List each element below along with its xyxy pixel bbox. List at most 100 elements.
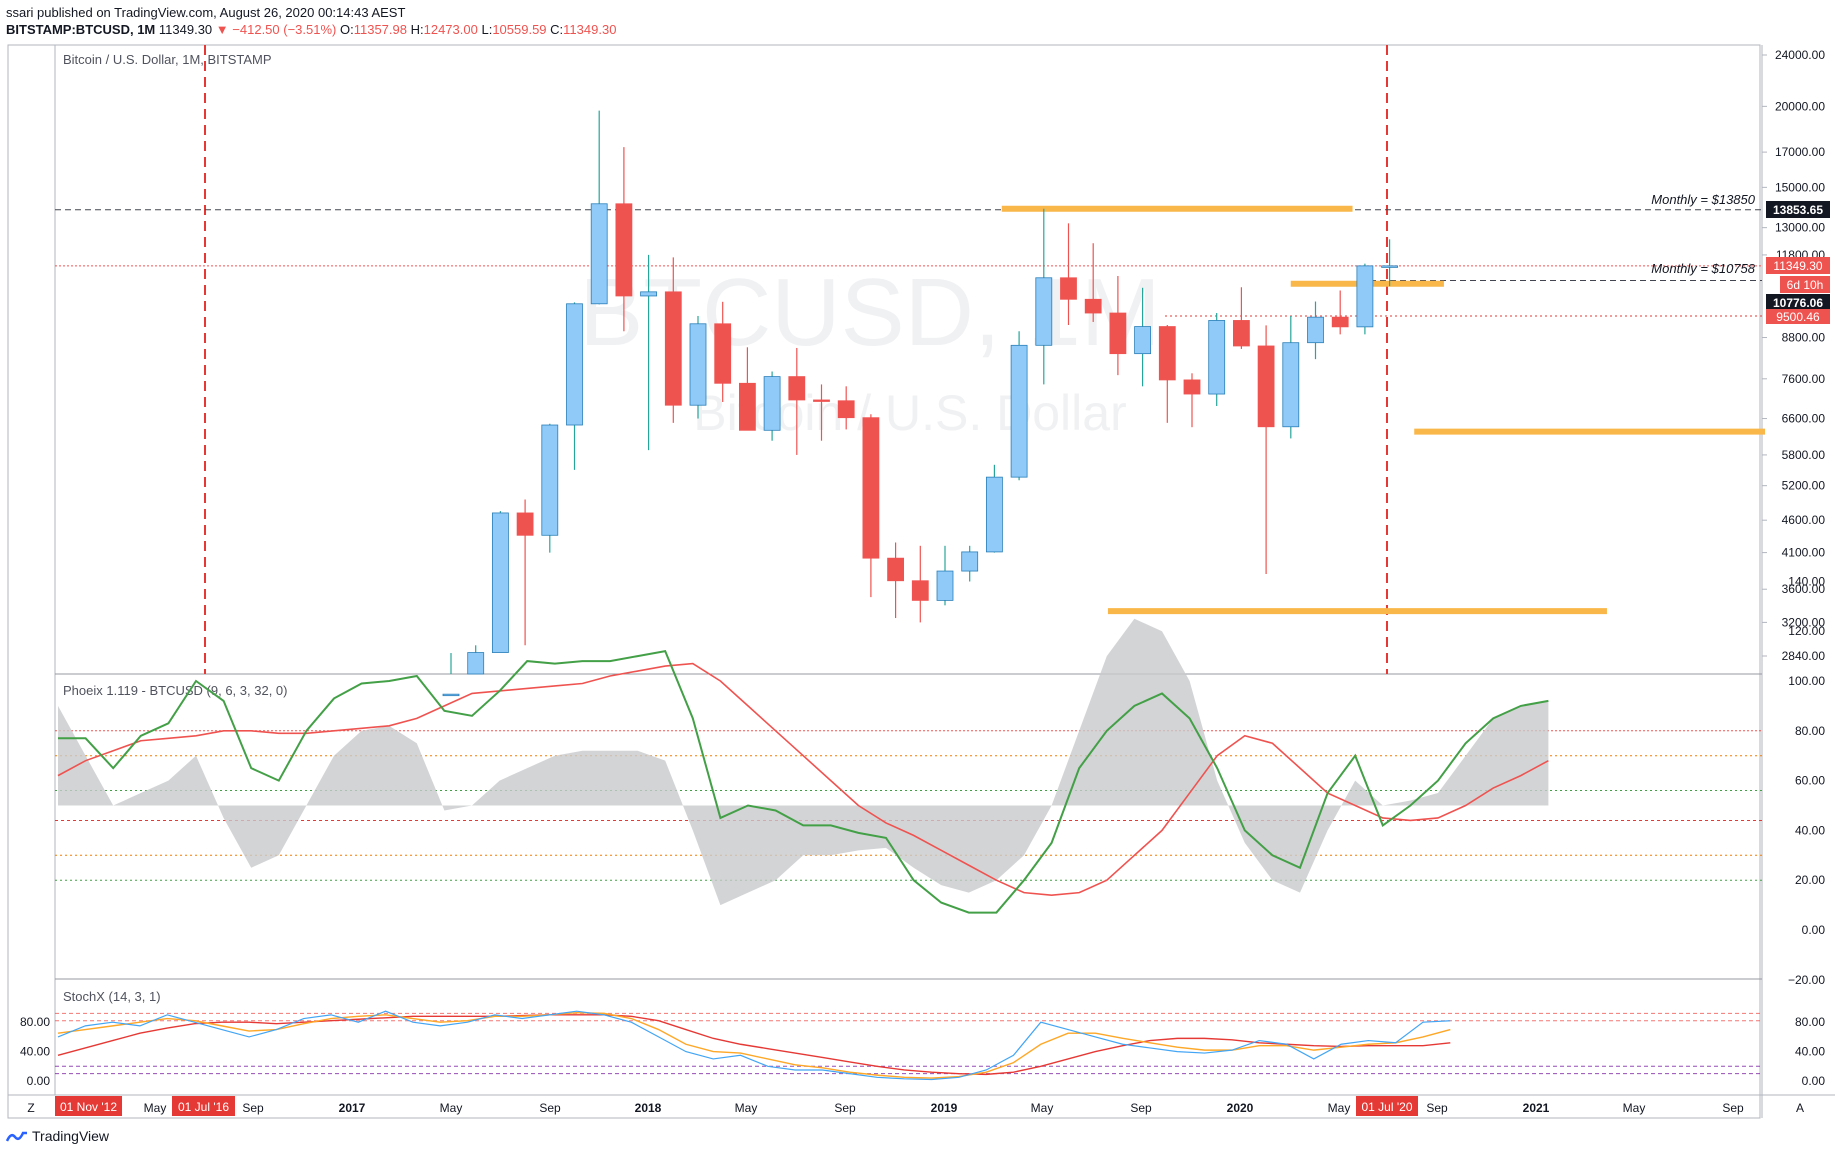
- candles: [442, 110, 1398, 697]
- price-badge-13853: 13853.65: [1773, 203, 1823, 217]
- candle-body: [813, 399, 830, 402]
- phoenix-tick-label: 120.00: [1788, 624, 1825, 638]
- main-pane-title: Bitcoin / U.S. Dollar, 1M, BITSTAMP: [63, 52, 272, 67]
- price-badge-9500-bg: [1766, 309, 1830, 324]
- time-label: 2020: [1227, 1101, 1254, 1115]
- stoch-red-line: [57, 1014, 1451, 1076]
- candle-body: [1307, 316, 1324, 344]
- candle-body: [936, 570, 954, 601]
- phoenix-tick-label: 20.00: [1795, 873, 1825, 887]
- candle-body: [1035, 277, 1053, 346]
- time-label: Z: [27, 1101, 34, 1115]
- candle-body: [739, 382, 756, 431]
- candle-body: [1183, 379, 1201, 395]
- time-label: 2017: [339, 1101, 366, 1115]
- publisher-line: ssari published on TradingView.com, Augu…: [6, 5, 405, 20]
- candle-body: [1060, 277, 1077, 300]
- time-label: May: [735, 1101, 758, 1115]
- time-label: 2021: [1523, 1101, 1550, 1115]
- last-price: 11349.30: [158, 22, 213, 37]
- chart-frame: [7, 44, 1761, 1119]
- price-tick-label: 3200.00: [1782, 615, 1826, 629]
- candle-body: [837, 400, 855, 419]
- candle-body: [1331, 316, 1349, 328]
- annotation-13850: Monthly = $13850: [1651, 192, 1755, 207]
- stoch-left-tick-label: 80.00: [20, 1015, 50, 1029]
- phoenix-tick-label: 100.00: [1788, 674, 1825, 688]
- phoenix-gray-band: [58, 618, 1549, 906]
- time-highlight-bg: [55, 1096, 122, 1116]
- time-label: Sep: [834, 1101, 856, 1115]
- candle-body: [590, 203, 608, 305]
- time-highlight-bg: [172, 1096, 235, 1116]
- phoenix-green-line: [58, 649, 1549, 914]
- candle-body: [516, 512, 534, 536]
- price-badge-9500: 9500.46: [1776, 310, 1820, 324]
- tradingview-logo-icon: [6, 1131, 27, 1142]
- time-highlight-label: 01 Nov '12: [60, 1100, 117, 1114]
- price-badge-13853-bg: [1766, 201, 1830, 218]
- time-highlight-bg: [1356, 1096, 1418, 1116]
- l-value: 10559.59: [492, 22, 547, 37]
- time-label: 2018: [635, 1101, 662, 1115]
- candle-body: [1257, 345, 1275, 428]
- price-tick-label: 13000.00: [1775, 221, 1825, 235]
- phoenix-axis: 140.00 120.00 100.00 80.00 60.00 40.00 20.00 0.…: [1788, 574, 1825, 986]
- time-label: May: [440, 1101, 463, 1115]
- publisher-text: ssari published on TradingView.com, Augu…: [6, 5, 406, 20]
- h-value: 12473.00: [423, 22, 478, 37]
- stoch-blue-line: [57, 1010, 1451, 1081]
- price-axis: 24000.00 20000.00 17000.00 15000.00 13000.00…: [1762, 48, 1825, 663]
- candle-body: [689, 323, 707, 406]
- watermark-name: Bitcoin / U.S. Dollar: [693, 385, 1126, 441]
- candle-body: [1356, 265, 1374, 328]
- candle-body: [862, 417, 880, 559]
- candle-body: [566, 303, 583, 426]
- candle-body: [788, 376, 806, 401]
- candle-body: [961, 551, 979, 572]
- candle-body: [1084, 298, 1102, 314]
- stoch-orange-line: [57, 1011, 1451, 1079]
- candle-body: [491, 512, 509, 653]
- time-highlight-label: 01 Jul '20: [1362, 1100, 1413, 1114]
- price-badge-10776-bg: [1766, 294, 1830, 311]
- price-badge-11349: 11349.30: [1773, 259, 1822, 273]
- phoenix-pane-title: Phoeix 1.119 - BTCUSD (9, 6, 3, 32, 0): [63, 683, 287, 698]
- candle-body: [763, 376, 781, 431]
- price-tick-label: 2840.00: [1782, 649, 1826, 663]
- footer-brand[interactable]: TradingView: [6, 1128, 109, 1144]
- price-badge-10776: 10776.06: [1773, 296, 1823, 310]
- phoenix-red-line: [57, 662, 1549, 896]
- phoenix-tick-label: 0.00: [1802, 923, 1826, 937]
- price-tick-label: 24000.00: [1775, 48, 1825, 62]
- horizontal-levels: [55, 209, 1762, 317]
- price-tick-label: 6600.00: [1782, 412, 1826, 426]
- candle-body: [1134, 326, 1151, 355]
- candle-body: [467, 652, 485, 675]
- stoch-pane-title: StochX (14, 3, 1): [63, 989, 161, 1004]
- time-label: Sep: [1722, 1101, 1744, 1115]
- price-tick-label: 7600.00: [1782, 372, 1826, 386]
- phoenix-indicator: [55, 618, 1762, 914]
- price-tick-label: 8800.00: [1782, 331, 1826, 345]
- stoch-left-tick-label: 0.00: [27, 1074, 51, 1088]
- stoch-axis: 80.00 40.00 0.00 80.00 40.00 0.00: [20, 1015, 1825, 1088]
- candle-body: [986, 476, 1003, 553]
- price-tick-label: 5200.00: [1782, 479, 1826, 493]
- countdown-badge: 6d 10h: [1787, 278, 1824, 292]
- candle-body: [887, 557, 904, 582]
- price-tick-label: 15000.00: [1775, 180, 1825, 194]
- h-label: H:: [410, 22, 424, 37]
- phoenix-tick-label: 80.00: [1795, 724, 1825, 738]
- candle-body: [1381, 265, 1398, 268]
- candle-body: [615, 203, 633, 297]
- change-value: −412.50 (−3.51%): [232, 22, 337, 37]
- time-label: Sep: [1426, 1101, 1448, 1115]
- candle-body: [911, 580, 929, 601]
- time-label: May: [1623, 1101, 1646, 1115]
- candle-body: [1158, 326, 1176, 381]
- time-label: Sep: [242, 1101, 264, 1115]
- candle-body: [664, 291, 682, 406]
- stoch-right-tick-label: 80.00: [1795, 1015, 1825, 1029]
